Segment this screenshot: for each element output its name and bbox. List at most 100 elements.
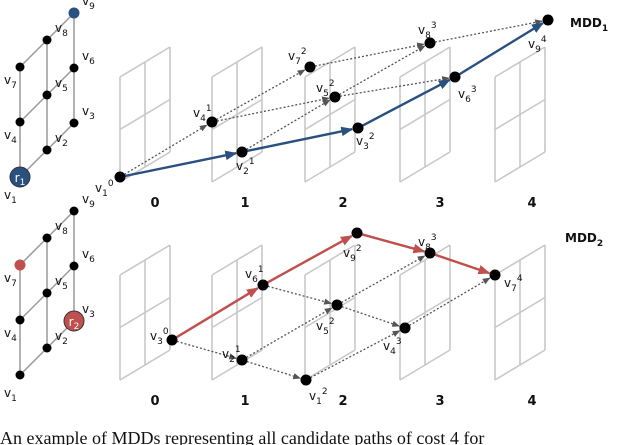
lattice-node	[69, 261, 79, 271]
node-label: v52	[316, 79, 335, 99]
label-part: 2	[329, 317, 335, 327]
node-label: v21	[236, 157, 255, 177]
label-part: v	[222, 347, 229, 361]
label-part: 4	[200, 114, 206, 124]
path-edge	[434, 253, 491, 275]
label-part: v	[82, 49, 89, 63]
mdd-node	[399, 322, 411, 334]
lattice-node	[42, 90, 52, 100]
label-part: 2	[322, 387, 328, 397]
label-part: 5	[62, 282, 68, 292]
label-part: v	[418, 23, 425, 37]
lattice-edge	[46, 210, 75, 239]
layer-number: 0	[150, 196, 159, 211]
label-part: 1	[206, 104, 212, 114]
label-part: 1	[316, 397, 322, 407]
lattice-label: v7	[4, 73, 17, 91]
node-label: v92	[343, 244, 362, 264]
node-label: v10	[95, 179, 114, 199]
label-part: 2	[329, 79, 335, 89]
label-part: 4	[541, 35, 547, 45]
lattice-label: v5	[55, 274, 68, 292]
label-part: 9	[89, 2, 95, 12]
label-part: 9	[535, 45, 541, 55]
mdd-edge	[434, 19, 543, 43]
label-part: v	[4, 128, 11, 142]
label-part: MDD	[565, 231, 597, 245]
label-part: 7	[11, 81, 17, 91]
mdd-edge	[216, 69, 306, 121]
lattice-label: v9	[82, 0, 95, 12]
agent-label: r2	[69, 315, 80, 332]
path-edge	[361, 233, 426, 254]
label-part: v	[82, 0, 89, 8]
label-part: v	[4, 188, 11, 202]
lattice-node	[42, 288, 52, 298]
label-part: v	[55, 21, 62, 35]
lattice-node	[42, 343, 52, 353]
mdd-edge	[123, 124, 208, 175]
label-part: v	[316, 81, 323, 95]
path-edge	[266, 234, 353, 284]
label-part: v	[418, 235, 425, 249]
lattice-edge	[46, 265, 75, 294]
label-part: v	[458, 87, 465, 101]
mdd-node	[542, 14, 554, 26]
lattice-label: v8	[55, 219, 68, 237]
node-label: v72	[288, 47, 307, 67]
mdd-node	[257, 279, 269, 291]
node-label: v52	[316, 317, 335, 337]
layer-number: 2	[338, 394, 347, 409]
lattice-edge	[19, 292, 48, 321]
label-part: v	[528, 37, 535, 51]
label-part: v	[309, 389, 316, 403]
label-part: 1	[20, 178, 26, 188]
layer-grid	[119, 98, 171, 131]
layer-grid	[494, 98, 546, 131]
label-part: 2	[62, 139, 68, 149]
lattice-node	[42, 233, 52, 243]
label-part: 2	[356, 244, 362, 254]
label-part: 6	[252, 275, 258, 285]
label-part: v	[4, 271, 11, 285]
label-part: v	[383, 339, 390, 353]
path-edge	[246, 126, 354, 153]
label-part: v	[4, 326, 11, 340]
mdd-edge	[267, 285, 332, 305]
caption: An example of MDDs representing all cand…	[0, 428, 484, 445]
mdd-node	[206, 116, 218, 128]
layer-grid	[211, 244, 263, 276]
mdd-node	[424, 247, 436, 259]
label-part: 2	[597, 239, 603, 249]
lattice-edge	[46, 122, 75, 151]
layer-grid	[211, 349, 263, 381]
label-part: 2	[369, 132, 375, 142]
label-part: 3	[89, 112, 95, 122]
mdd-edge	[246, 307, 333, 359]
label-part: 3	[471, 85, 477, 95]
lattice-edge	[46, 67, 75, 96]
label-part: 1	[602, 24, 608, 34]
label-part: v	[288, 49, 295, 63]
lattice-label: v3	[82, 302, 95, 320]
label-part: 5	[62, 84, 68, 94]
mdd-node	[300, 374, 312, 386]
lattice-node	[69, 63, 79, 73]
layer-number: 3	[435, 394, 444, 409]
node-label: v63	[458, 85, 477, 105]
mdd-title: MDD1	[570, 16, 608, 34]
label-part: v	[504, 276, 511, 290]
mdd-node	[424, 37, 436, 49]
layer-grid	[304, 349, 356, 381]
label-part: v	[82, 192, 89, 206]
label-part: v	[95, 181, 102, 195]
mdd-title: MDD2	[565, 231, 603, 249]
label-part: 2	[74, 322, 80, 332]
mdd-node	[329, 91, 341, 103]
label-part: 4	[11, 136, 17, 146]
node-label: v21	[222, 345, 241, 365]
layer-grid	[304, 244, 356, 276]
layer-number: 3	[435, 196, 444, 211]
goal-node	[14, 259, 26, 271]
mdd-edge	[341, 305, 401, 327]
